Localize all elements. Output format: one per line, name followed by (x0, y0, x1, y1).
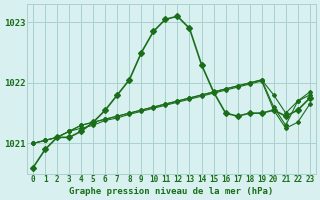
X-axis label: Graphe pression niveau de la mer (hPa): Graphe pression niveau de la mer (hPa) (69, 187, 274, 196)
